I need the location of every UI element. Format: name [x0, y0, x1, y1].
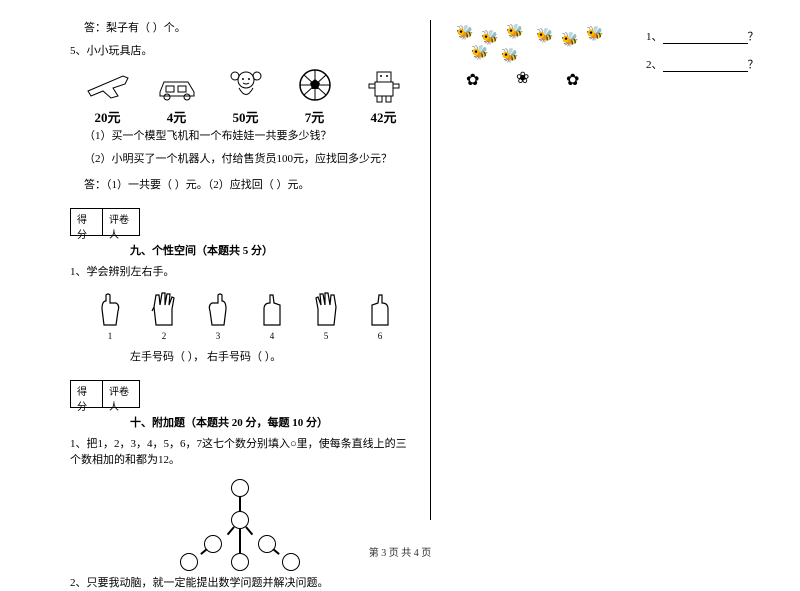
- doll-icon: [221, 65, 271, 105]
- q2-suffix: ？: [748, 59, 759, 71]
- flower-icon: ✿: [566, 70, 579, 90]
- q10-2: 2、只要我动脑，就一定能提出数学问题并解决问题。: [70, 575, 415, 591]
- hand-icon: [307, 288, 345, 330]
- pear-answer: 答：梨子有（ ）个。: [70, 20, 415, 37]
- toy-price: 20元: [94, 107, 120, 126]
- score-cell-score: 得分: [70, 208, 102, 236]
- page-footer: 第 3 页 共 4 页: [0, 544, 800, 559]
- hand-2: 2: [144, 288, 184, 341]
- bee-icon: 🐝: [536, 28, 553, 45]
- blank-line[interactable]: [663, 61, 748, 72]
- bee-icon: 🐝: [506, 24, 523, 41]
- q10-1: 1、把1，2，3，4，5，6，7这七个数分别填入○里，使每条直线上的三个数相加的…: [70, 436, 415, 469]
- toy-price: 7元: [305, 107, 325, 126]
- hand-4: 4: [252, 288, 292, 341]
- hand-icon: [361, 288, 399, 330]
- section10-title: 十、附加题（本题共 20 分，每题 10 分）: [130, 414, 415, 430]
- bee-icon: 🐝: [501, 48, 518, 65]
- plane-icon: [83, 65, 133, 105]
- flower-icon: ❀: [516, 68, 529, 88]
- hand-num: 6: [378, 331, 383, 341]
- bee-icon: 🐝: [456, 25, 473, 42]
- toy-price: 50元: [232, 107, 258, 126]
- hand-icon: [91, 288, 129, 330]
- hand-6: 6: [360, 288, 400, 341]
- score-cell-grader: 评卷人: [102, 380, 140, 408]
- bee-scene: 🐝 🐝 🐝 🐝 🐝 🐝 🐝 🐝 ✿ ❀ ✿: [446, 20, 626, 110]
- right-column: 🐝 🐝 🐝 🐝 🐝 🐝 🐝 🐝 ✿ ❀ ✿ 1、 ？ 2、 ？: [430, 20, 760, 520]
- q9-fill: 左手号码（ ）， 右手号码（ ）。: [130, 349, 415, 366]
- score-box-2: 得分 评卷人: [70, 380, 415, 408]
- hands-row: 1 2 3 4 5 6: [90, 288, 415, 341]
- hand-num: 4: [270, 331, 275, 341]
- hand-1: 1: [90, 288, 130, 341]
- hand-icon: [253, 288, 291, 330]
- bee-icon: 🐝: [471, 45, 488, 62]
- toy-price: 42元: [370, 107, 396, 126]
- q5-answer: 答：（1）一共要（ ）元。（2）应找回（ ）元。: [70, 177, 415, 194]
- q5-sub2: （2）小明买了一个机器人，付给售货员100元，应找回多少元？: [70, 151, 415, 168]
- flower-icon: ✿: [466, 70, 479, 90]
- toy-row: 20元 4元 50元 7元: [80, 65, 415, 126]
- toy-plane: 20元: [80, 65, 135, 126]
- hand-3: 3: [198, 288, 238, 341]
- score-cell-score: 得分: [70, 380, 102, 408]
- q5-title: 5、小小玩具店。: [70, 43, 415, 60]
- toy-car: 4元: [149, 65, 204, 126]
- hand-icon: [199, 288, 237, 330]
- left-column: 答：梨子有（ ）个。 5、小小玩具店。 20元 4元 50元: [70, 20, 430, 520]
- robot-icon: [359, 65, 409, 105]
- q9-1: 1、学会辨别左右手。: [70, 264, 415, 281]
- q1-prefix: 1、: [646, 31, 663, 43]
- hand-icon: [145, 288, 183, 330]
- q-line-2: 2、 ？: [646, 56, 760, 72]
- q2-prefix: 2、: [646, 59, 663, 71]
- hand-num: 2: [162, 331, 167, 341]
- hand-num: 3: [216, 331, 221, 341]
- q-line-1: 1、 ？: [646, 28, 760, 44]
- hand-5: 5: [306, 288, 346, 341]
- bee-icon: 🐝: [586, 26, 603, 43]
- toy-robot: 42元: [356, 65, 411, 126]
- score-box: 得分 评卷人: [70, 208, 415, 236]
- q1-suffix: ？: [748, 31, 759, 43]
- question-lines: 1、 ？ 2、 ？: [646, 20, 760, 110]
- score-cell-grader: 评卷人: [102, 208, 140, 236]
- hand-num: 5: [324, 331, 329, 341]
- blank-line[interactable]: [663, 33, 748, 44]
- ball-icon: [290, 65, 340, 105]
- section9-title: 九、个性空间（本题共 5 分）: [130, 242, 415, 258]
- hand-num: 1: [108, 331, 113, 341]
- bee-icon: 🐝: [561, 32, 578, 49]
- toy-price: 4元: [167, 107, 187, 126]
- car-icon: [152, 65, 202, 105]
- toy-ball: 7元: [287, 65, 342, 126]
- toy-doll: 50元: [218, 65, 273, 126]
- q5-sub1: （1）买一个模型飞机和一个布娃娃一共要多少钱？: [70, 128, 415, 145]
